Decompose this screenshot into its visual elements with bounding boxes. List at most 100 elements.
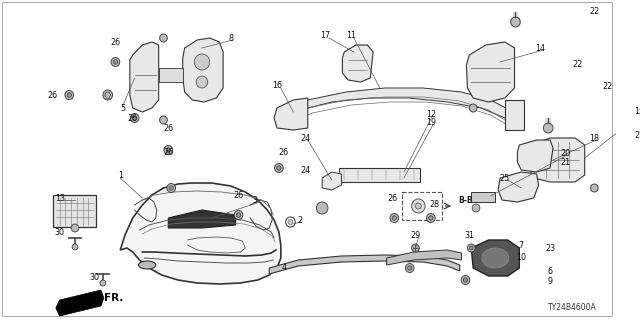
Text: 26: 26 [48, 91, 58, 100]
Circle shape [429, 216, 433, 220]
Text: 26: 26 [387, 194, 397, 203]
Text: 16: 16 [272, 81, 282, 90]
Text: 26: 26 [127, 114, 138, 123]
Circle shape [276, 166, 281, 170]
Polygon shape [120, 183, 281, 284]
Polygon shape [269, 255, 460, 274]
Polygon shape [183, 38, 223, 102]
Text: 22: 22 [572, 60, 582, 68]
Text: 28: 28 [429, 199, 440, 209]
Text: 2: 2 [298, 215, 303, 225]
Circle shape [164, 146, 173, 155]
Polygon shape [387, 250, 461, 265]
Text: 22: 22 [634, 131, 640, 140]
Text: 12: 12 [426, 109, 436, 118]
Circle shape [472, 204, 480, 212]
Text: 7: 7 [518, 241, 524, 250]
Polygon shape [56, 290, 104, 316]
Text: 26: 26 [278, 148, 289, 156]
Circle shape [392, 216, 396, 220]
Circle shape [103, 90, 113, 100]
Text: 5: 5 [120, 103, 125, 113]
Polygon shape [529, 138, 585, 182]
Polygon shape [498, 172, 539, 202]
Text: 31: 31 [464, 230, 474, 239]
Circle shape [412, 244, 419, 252]
Text: 18: 18 [589, 133, 599, 142]
Text: 29: 29 [410, 230, 420, 239]
Ellipse shape [482, 248, 509, 268]
Text: 11: 11 [346, 30, 356, 39]
Text: TY24B4600A: TY24B4600A [547, 303, 596, 312]
Text: 30: 30 [89, 274, 99, 283]
Text: 15: 15 [634, 107, 640, 116]
Circle shape [463, 278, 468, 282]
Text: 22: 22 [603, 82, 613, 91]
Circle shape [72, 244, 78, 250]
Text: 8: 8 [228, 34, 234, 43]
Text: 3: 3 [252, 196, 257, 204]
Circle shape [405, 263, 414, 273]
Circle shape [236, 213, 241, 217]
Text: 30: 30 [54, 228, 65, 236]
Bar [471, 192, 495, 202]
Text: 17: 17 [320, 30, 330, 39]
Circle shape [275, 164, 284, 172]
Circle shape [467, 244, 475, 252]
Bar [339, 168, 420, 182]
Circle shape [111, 58, 120, 67]
Circle shape [71, 224, 79, 232]
Circle shape [408, 266, 412, 270]
Bar [159, 68, 183, 82]
Polygon shape [284, 88, 519, 128]
Text: 13: 13 [56, 194, 65, 203]
Circle shape [67, 93, 72, 97]
Text: 22: 22 [589, 6, 600, 15]
Text: 24: 24 [301, 133, 311, 142]
Text: 19: 19 [426, 117, 436, 126]
Circle shape [131, 114, 139, 123]
Text: 4: 4 [281, 263, 286, 273]
Text: 20: 20 [561, 148, 570, 157]
Text: 1: 1 [118, 171, 123, 180]
Circle shape [195, 54, 210, 70]
Circle shape [316, 202, 328, 214]
Polygon shape [471, 240, 519, 276]
Circle shape [469, 104, 477, 112]
Circle shape [511, 17, 520, 27]
Text: 25: 25 [500, 173, 510, 182]
Circle shape [159, 116, 167, 124]
Circle shape [390, 213, 399, 222]
Text: FR.: FR. [104, 293, 124, 303]
Text: 26: 26 [163, 148, 173, 156]
Text: 23: 23 [545, 244, 555, 252]
Circle shape [415, 203, 421, 209]
Circle shape [285, 217, 295, 227]
Circle shape [461, 276, 470, 284]
Text: 24: 24 [301, 165, 311, 174]
Circle shape [159, 34, 167, 42]
Polygon shape [168, 210, 236, 228]
Circle shape [100, 280, 106, 286]
Text: 14: 14 [536, 44, 545, 52]
Bar [505, 100, 524, 130]
Text: 10: 10 [516, 253, 526, 262]
Text: 26: 26 [110, 37, 120, 46]
Circle shape [543, 123, 553, 133]
Circle shape [288, 220, 293, 225]
Circle shape [234, 211, 243, 220]
Text: 6: 6 [548, 268, 552, 276]
Ellipse shape [138, 261, 156, 269]
Circle shape [166, 148, 170, 152]
Polygon shape [130, 42, 159, 112]
Text: 9: 9 [548, 277, 553, 286]
Circle shape [591, 184, 598, 192]
Circle shape [132, 116, 137, 120]
Polygon shape [467, 42, 515, 102]
Polygon shape [274, 98, 308, 130]
Text: 26: 26 [163, 124, 173, 132]
Text: 26: 26 [234, 190, 244, 199]
Text: B-B: B-B [458, 196, 472, 205]
Polygon shape [517, 140, 553, 172]
Circle shape [426, 213, 435, 222]
